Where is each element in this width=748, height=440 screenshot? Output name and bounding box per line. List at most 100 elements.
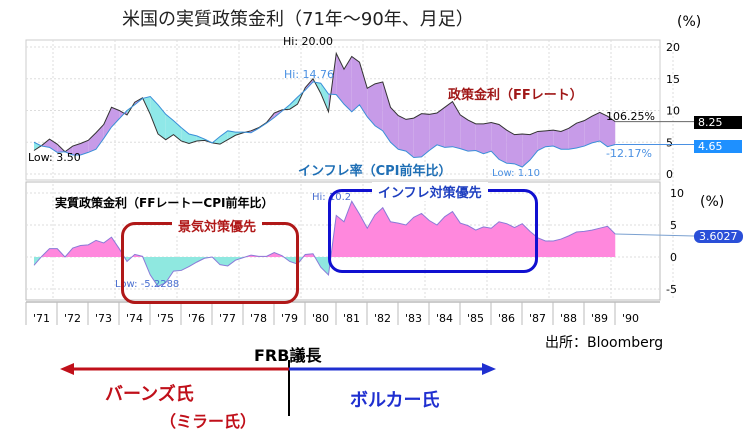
spread-fill-segment: [499, 124, 507, 164]
top-ytick: 0: [666, 168, 673, 181]
spread-fill-segment: [475, 123, 484, 154]
spread-fill-segment: [599, 112, 608, 147]
spread-fill-segment: [522, 133, 530, 168]
x-tick-label: '82: [374, 312, 391, 325]
spread-fill-segment: [468, 120, 476, 152]
spread-fill-segment: [158, 104, 166, 140]
x-tick-label: '83: [405, 312, 422, 325]
spread-fill-segment: [460, 114, 468, 152]
x-tick-label: '86: [498, 312, 515, 325]
spread-fill-segment: [592, 112, 600, 143]
top-unit: (%): [677, 14, 702, 30]
bottom-plot-frame: [25, 181, 661, 301]
real-rate-title: 実質政策金利（FFレートーCPI前年比）: [55, 196, 274, 210]
spread-fill-segment: [576, 120, 585, 148]
spread-fill-segment: [437, 107, 445, 148]
source-label: 出所：Bloomberg: [545, 335, 664, 351]
x-tick-label: '71: [33, 312, 50, 325]
spread-fill-segment: [227, 130, 236, 140]
tightening-callout-label: インフレ対策優先: [372, 182, 488, 201]
x-tick-label: '76: [188, 312, 205, 325]
spread-fill-segment: [607, 116, 616, 147]
x-tick-label: '73: [95, 312, 112, 325]
spread-fill-segment: [491, 122, 499, 160]
ff-low-label: Low: 3.50: [28, 151, 81, 164]
real-last-line: [615, 233, 695, 237]
x-tick-label: '79: [281, 312, 298, 325]
x-tick-label: '88: [560, 312, 577, 325]
spread-fill-segment: [34, 142, 42, 151]
bottom-ytick: 10: [670, 187, 684, 200]
real-rate-positive-area: [34, 201, 616, 257]
cpi-last-badge: 4.65: [694, 140, 742, 153]
x-tick-label: '74: [126, 312, 143, 325]
spread-fill-segment: [514, 133, 523, 168]
cpi-hi-label: Hi: 14.76: [284, 68, 335, 81]
tightening-callout-box: [328, 189, 538, 273]
spread-fill-segment: [181, 127, 189, 144]
top-ytick: 20: [666, 41, 680, 54]
x-tick-label: '81: [343, 312, 360, 325]
miller-label: （ミラー氏）: [160, 412, 257, 431]
cpi-line: [33, 81, 616, 168]
x-tick-label: '85: [467, 312, 484, 325]
spread-fill-segment: [351, 56, 360, 112]
x-tick-label: '80: [312, 312, 329, 325]
frb-label: FRB議長: [254, 346, 322, 365]
spread-fill-segment: [452, 101, 461, 149]
spread-fill-segment: [568, 123, 577, 150]
bottom-ytick: -5: [666, 283, 677, 296]
x-tick-label: '75: [157, 312, 174, 325]
cpi-series-label: インフレ率（CPI前年比）: [298, 164, 452, 179]
bottom-ytick: 5: [670, 219, 677, 232]
spread-fill-segment: [320, 83, 329, 112]
ff-pct-label: 106.25%: [606, 110, 655, 123]
bottom-ytick: 0: [670, 251, 677, 264]
spread-fill-segment: [80, 140, 89, 155]
cpi-pct-label: -12.17%: [606, 147, 652, 160]
spread-fill-segment: [382, 81, 391, 143]
spread-fill-segment: [367, 83, 375, 126]
spread-fill-segment: [111, 107, 120, 128]
burns-arrowhead: [60, 363, 74, 375]
x-tick-label: '72: [64, 312, 81, 325]
spread-fill-segment: [359, 62, 368, 117]
volcker-arrowhead: [482, 363, 496, 375]
spread-fill-segment: [429, 113, 437, 151]
bottom-unit: (%): [700, 194, 725, 210]
spread-fill-segment: [72, 143, 81, 155]
ff-series-label: 政策金利（FFレート）: [448, 88, 583, 103]
top-ytick: 5: [666, 136, 673, 149]
chart-title: 米国の実質政策金利（71年〜90年、月足）: [122, 9, 474, 30]
spread-fill-segment: [150, 96, 158, 134]
x-tick-label: '90: [622, 312, 639, 325]
spread-fill-segment: [344, 56, 352, 112]
spread-fill-segment: [375, 81, 383, 131]
real-rate-negative-area: [34, 257, 616, 287]
spread-fill-segment: [220, 130, 228, 145]
spread-fill-segment: [561, 128, 569, 150]
ff-rate-line: [33, 51, 616, 153]
spread-fill-segment: [584, 116, 592, 147]
x-tick-label: '78: [250, 312, 267, 325]
spread-fill-segment: [413, 113, 422, 158]
ff-last-badge: 8.25: [694, 116, 742, 129]
spread-fill-segment: [65, 146, 73, 155]
burns-label: バーンズ氏: [105, 384, 194, 405]
top-ytick: 15: [666, 73, 680, 86]
spread-fill-segment: [398, 115, 406, 152]
spread-fill-segment: [88, 132, 96, 153]
spread-fill-segment: [545, 130, 554, 147]
spread-fill-segment: [483, 122, 492, 154]
ff-hi-label: Hi: 20.00: [283, 35, 334, 48]
spread-fill-segment: [553, 130, 561, 150]
top-ytick: 10: [666, 105, 680, 118]
spread-fill-segment: [506, 130, 515, 164]
spread-fill-segment: [444, 101, 453, 148]
spread-fill-segment: [289, 97, 298, 110]
x-tick-label: '89: [591, 312, 608, 325]
spread-fill-segment: [537, 130, 546, 151]
easing-callout-label: 景気対策優先: [172, 216, 263, 235]
real-rate-line: [33, 200, 616, 288]
volcker-label: ボルカー氏: [350, 390, 440, 411]
